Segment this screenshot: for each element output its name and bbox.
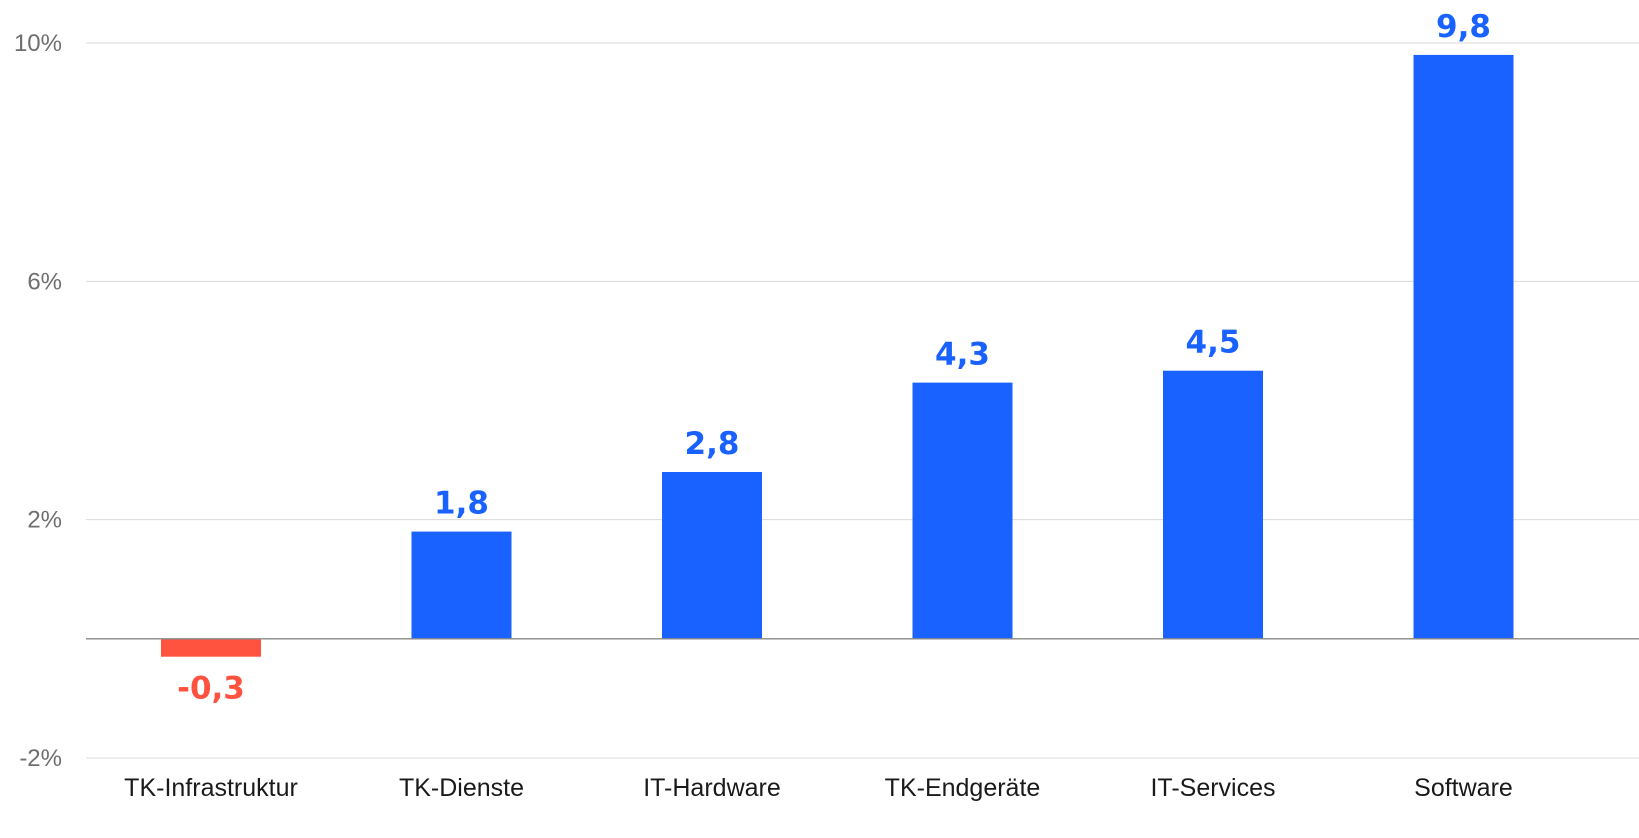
gridlines (86, 42, 1639, 759)
data-label: 2,8 (685, 426, 740, 462)
y-tick-label: 2% (27, 507, 62, 534)
y-axis-ticks: -2% 2% 6% 10% (14, 30, 62, 772)
bar (912, 382, 1013, 639)
category-label: TK-Infrastruktur (124, 774, 298, 802)
bars (161, 54, 1514, 657)
data-label: 4,5 (1186, 325, 1241, 361)
bar (662, 472, 762, 639)
data-label: 1,8 (434, 486, 489, 522)
y-tick-label: 6% (27, 268, 62, 295)
data-labels: -0,3 1,8 2,8 4,3 4,5 9,8 (177, 9, 1491, 707)
category-label: IT-Services (1150, 774, 1275, 802)
category-label: IT-Hardware (643, 774, 781, 802)
x-axis-categories: TK-Infrastruktur TK-Dienste IT-Hardware TK-… (124, 774, 1513, 802)
y-tick-label: 10% (14, 30, 62, 57)
bar (411, 531, 512, 639)
bar (1163, 370, 1263, 639)
bar (161, 638, 261, 657)
data-label: 9,8 (1436, 9, 1491, 45)
category-label: Software (1414, 774, 1513, 802)
y-tick-label: -2% (19, 745, 62, 772)
category-label: TK-Dienste (399, 774, 524, 802)
data-label: 4,3 (935, 337, 990, 373)
data-label: -0,3 (177, 671, 245, 707)
category-label: TK-Endgeräte (885, 774, 1041, 802)
bar (1413, 54, 1514, 639)
